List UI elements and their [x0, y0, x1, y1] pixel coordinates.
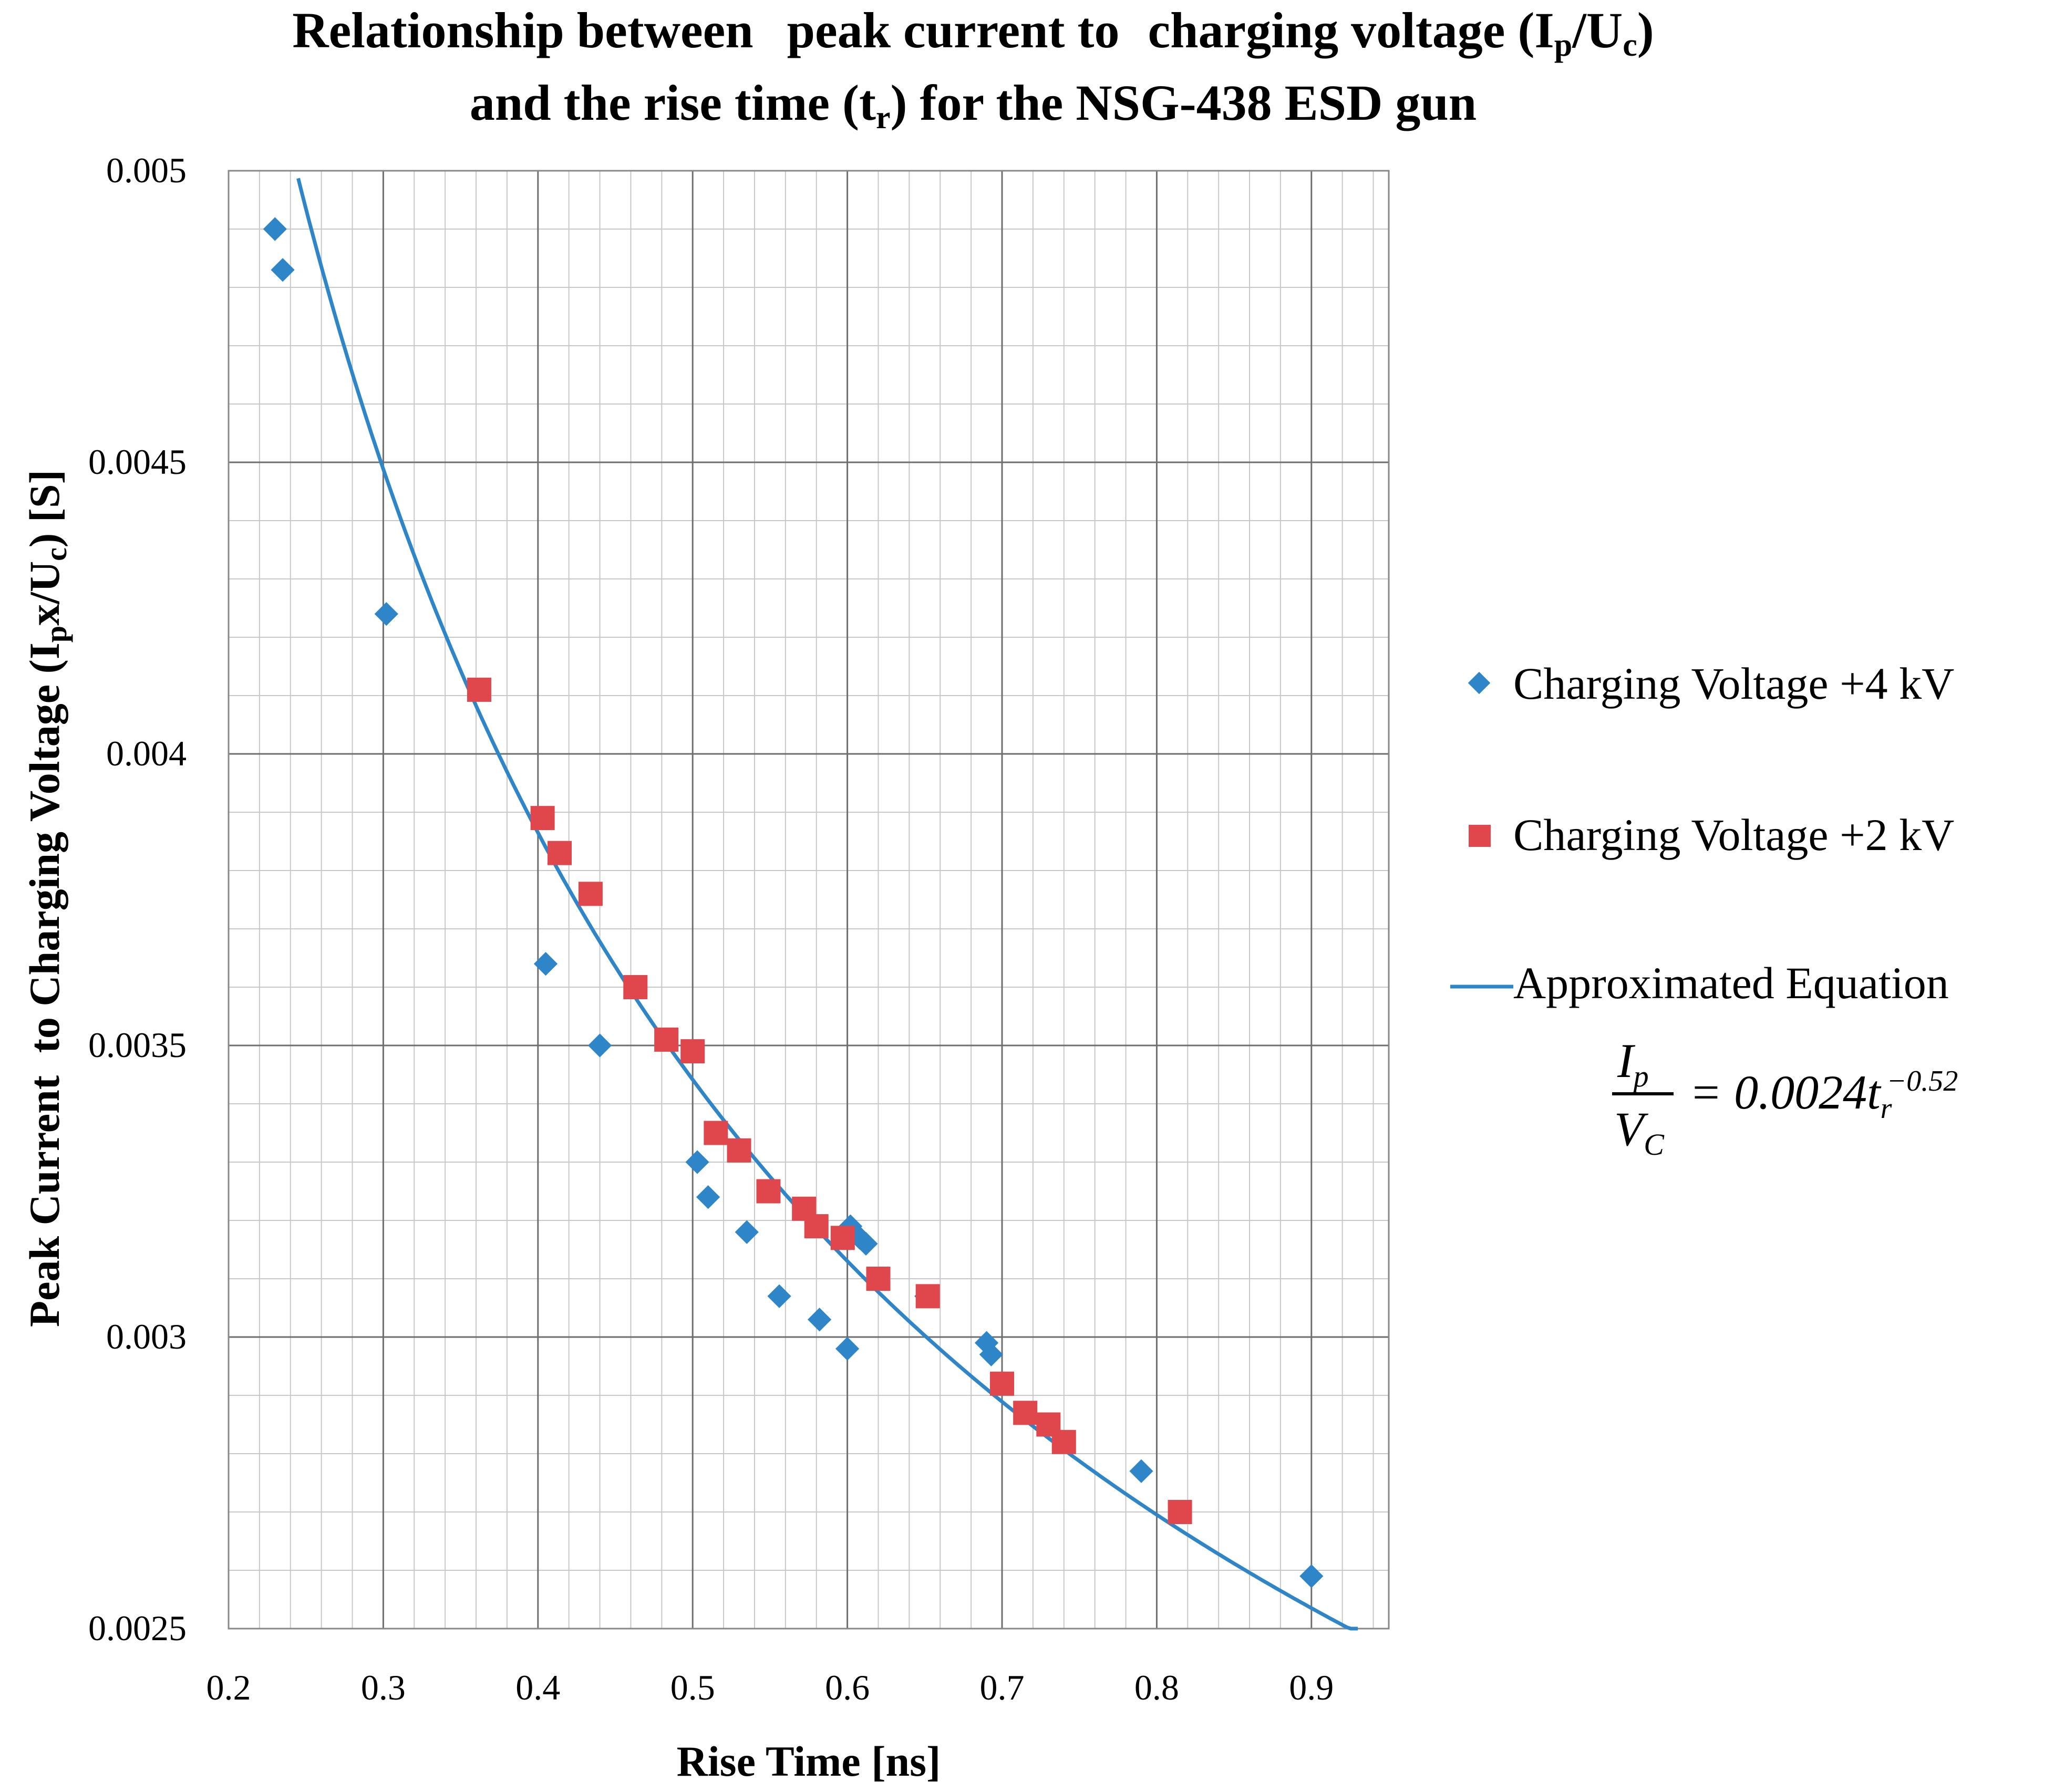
point-4kv [587, 1033, 612, 1058]
point-2kv [654, 1027, 679, 1052]
title2-part-b: ) for the NSG-438 ESD gun [891, 75, 1477, 131]
point-2kv [727, 1138, 751, 1163]
legend-square-marker [1469, 825, 1491, 847]
ylabel-part-d: ) [S] [20, 470, 68, 547]
title-part-d: /U [1572, 2, 1623, 58]
legend-label-2kv: Charging Voltage +2 kV [1513, 810, 1954, 860]
plot-area [228, 170, 1390, 1631]
y-tick-label: 0.003 [106, 1317, 187, 1356]
point-2kv [1051, 1430, 1076, 1454]
point-4kv [696, 1185, 720, 1209]
x-tick-label: 0.8 [1134, 1667, 1179, 1707]
x-tick-label: 0.4 [515, 1667, 560, 1707]
point-2kv [548, 841, 572, 865]
point-4kv [533, 951, 558, 976]
point-2kv [830, 1226, 855, 1250]
x-tick-label: 0.9 [1289, 1667, 1334, 1707]
plot-background [229, 171, 1389, 1629]
legend-label-equation: Approximated Equation [1513, 958, 1949, 1008]
point-2kv [578, 882, 603, 906]
point-2kv [680, 1039, 705, 1064]
point-2kv [756, 1179, 781, 1204]
title-part-c-sub: p [1554, 27, 1572, 63]
point-4kv [1129, 1459, 1153, 1483]
ylabel-part-b-sub: p [39, 626, 73, 643]
title-part-d-sub: c [1623, 27, 1637, 63]
point-4kv [854, 1231, 878, 1256]
y-tick-label: 0.005 [106, 150, 187, 190]
title2-part-a-sub: r [876, 100, 891, 136]
point-2kv [623, 975, 648, 999]
point-2kv [990, 1371, 1014, 1396]
point-4kv [767, 1284, 791, 1308]
point-4kv [979, 1342, 1004, 1366]
plot-border [228, 170, 1390, 1630]
title-part-b: peak current to [787, 2, 1120, 58]
x-tick-label: 0.6 [825, 1667, 870, 1707]
title-part-a: Relationship between [292, 2, 753, 58]
x-axis-label: Rise Time [ns] [677, 1737, 941, 1785]
point-2kv [530, 806, 555, 831]
point-2kv [704, 1121, 728, 1145]
point-2kv [1168, 1500, 1192, 1524]
legend-item-4kv: Charging Voltage +4 kV [1468, 658, 1954, 709]
point-4kv [735, 1220, 759, 1244]
title-part-e: ) [1637, 2, 1654, 58]
point-4kv [374, 602, 398, 626]
point-2kv [866, 1267, 891, 1291]
point-4kv [1299, 1564, 1324, 1588]
legend: Charging Voltage +4 kV Charging Voltage … [1450, 658, 1958, 1162]
ylabel-part-a: Peak Current [20, 1075, 68, 1327]
y-tick-label: 0.004 [106, 733, 187, 773]
chart-title-line2: and the rise time (tr) for the NSG-438 E… [470, 75, 1477, 136]
point-2kv [467, 677, 491, 702]
equation-denominator: VC [1614, 1102, 1665, 1162]
approximated-curve-layer [296, 178, 1358, 1631]
x-tick-labels: 0.2 0.3 0.4 0.5 0.6 0.7 0.8 0.9 [207, 1667, 1334, 1707]
legend-label-4kv: Charging Voltage +4 kV [1513, 658, 1954, 709]
point-2kv [804, 1214, 829, 1239]
point-4kv [835, 1337, 860, 1361]
ylabel-part-c-sub: c [39, 547, 73, 561]
legend-equation-formula: Ip VC = 0.0024tr−0.52 [1612, 1034, 1958, 1162]
chart-title-line1: Relationship between peak current to cha… [292, 2, 1654, 63]
points-layer [263, 217, 1324, 1588]
point-4kv [685, 1150, 709, 1174]
x-tick-label: 0.5 [670, 1667, 715, 1707]
point-2kv [1013, 1401, 1038, 1425]
ylabel-part-c: x/U [20, 561, 68, 626]
title-part-c: charging voltage (I [1148, 2, 1554, 58]
title2-part-a: and the rise time (t [470, 75, 876, 131]
equation-numerator: Ip [1617, 1034, 1649, 1093]
legend-item-2kv: Charging Voltage +2 kV [1469, 810, 1954, 860]
legend-item-equation: Approximated Equation [1450, 958, 1949, 1008]
legend-diamond-marker [1468, 671, 1491, 695]
y-axis-label: Peak Current to Charging Voltage (Ipx/Uc… [20, 470, 73, 1327]
ylabel-part-b: to Charging Voltage (I [20, 643, 68, 1053]
y-tick-label: 0.0025 [88, 1608, 187, 1648]
equation-rhs: = 0.0024tr−0.52 [1689, 1065, 1958, 1125]
approximated-equation-curve [296, 178, 1358, 1631]
point-4kv [807, 1308, 832, 1332]
y-tick-label: 0.0035 [88, 1025, 187, 1065]
x-tick-label: 0.2 [207, 1667, 251, 1707]
y-tick-labels: 0.0025 0.003 0.0035 0.004 0.0045 0.005 [88, 150, 187, 1648]
y-tick-label: 0.0045 [88, 442, 187, 482]
x-tick-label: 0.7 [980, 1667, 1025, 1707]
point-2kv [915, 1284, 940, 1309]
x-tick-label: 0.3 [361, 1667, 406, 1707]
